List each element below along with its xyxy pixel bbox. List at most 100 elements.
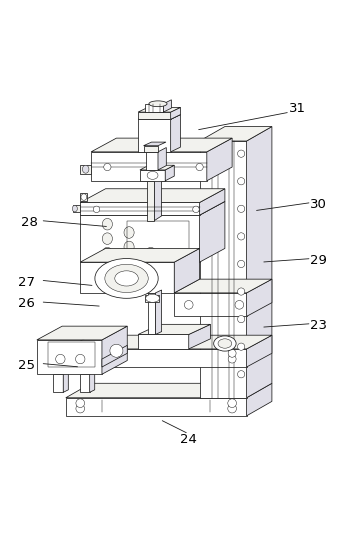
Circle shape [237,260,245,268]
Ellipse shape [102,247,113,259]
Polygon shape [138,335,189,349]
Polygon shape [140,165,174,170]
Ellipse shape [124,227,134,238]
Polygon shape [174,293,246,316]
Circle shape [93,355,101,363]
Ellipse shape [218,339,232,348]
Polygon shape [246,279,272,316]
Text: 23: 23 [310,319,327,332]
Ellipse shape [115,271,138,286]
Polygon shape [200,127,272,141]
Circle shape [104,163,111,171]
Ellipse shape [146,294,159,302]
Polygon shape [63,372,68,393]
Polygon shape [158,147,166,170]
Polygon shape [80,201,225,215]
Ellipse shape [149,101,167,106]
Polygon shape [145,104,163,112]
Polygon shape [246,127,272,397]
Polygon shape [37,326,127,340]
Circle shape [228,404,236,413]
Polygon shape [66,397,246,416]
Text: 24: 24 [180,433,197,446]
Polygon shape [143,142,166,146]
Polygon shape [147,181,154,221]
Polygon shape [200,189,225,215]
Ellipse shape [81,194,87,200]
Circle shape [237,343,245,351]
Polygon shape [146,152,158,170]
Polygon shape [165,165,174,181]
Text: 27: 27 [17,276,34,288]
Polygon shape [80,193,87,201]
Text: 30: 30 [310,198,327,211]
Text: 31: 31 [289,102,306,115]
Polygon shape [246,383,272,416]
Polygon shape [102,326,127,374]
Circle shape [237,233,245,240]
Ellipse shape [124,241,134,253]
Polygon shape [80,189,225,203]
Polygon shape [66,383,272,397]
Polygon shape [90,372,95,393]
Text: 28: 28 [21,216,38,229]
Polygon shape [80,262,174,293]
Polygon shape [80,215,200,262]
Circle shape [56,354,65,364]
Text: 26: 26 [17,297,34,310]
Polygon shape [53,374,63,393]
Polygon shape [200,201,225,262]
Circle shape [110,344,123,357]
Ellipse shape [72,205,77,212]
Polygon shape [246,335,272,367]
Polygon shape [66,335,272,349]
Ellipse shape [95,259,158,298]
Circle shape [237,150,245,157]
Polygon shape [138,324,211,335]
Circle shape [184,300,193,309]
Polygon shape [91,152,207,181]
Circle shape [76,354,85,364]
Polygon shape [200,141,246,397]
Circle shape [76,399,85,407]
Polygon shape [140,170,165,181]
Polygon shape [207,138,232,181]
Ellipse shape [82,165,89,173]
Circle shape [237,205,245,212]
Circle shape [235,300,244,309]
Text: 29: 29 [310,254,327,267]
Polygon shape [148,293,155,335]
Polygon shape [79,374,90,393]
Polygon shape [80,164,91,174]
Polygon shape [138,108,180,112]
Polygon shape [138,112,171,120]
Circle shape [93,206,100,212]
Polygon shape [66,349,246,367]
Circle shape [93,349,101,357]
Polygon shape [145,295,159,302]
Circle shape [76,404,85,413]
Circle shape [237,177,245,185]
Circle shape [228,399,236,407]
Circle shape [228,349,236,357]
Polygon shape [155,290,162,335]
Circle shape [193,206,199,212]
Polygon shape [138,120,171,152]
Ellipse shape [102,233,113,245]
Polygon shape [174,279,272,293]
Polygon shape [37,340,102,374]
Polygon shape [102,345,127,367]
Polygon shape [174,248,200,293]
Polygon shape [143,146,158,152]
Polygon shape [163,100,171,112]
Polygon shape [73,205,80,212]
Text: 25: 25 [17,359,34,372]
Circle shape [196,163,203,171]
Polygon shape [91,138,232,152]
Polygon shape [80,203,200,215]
Ellipse shape [102,218,113,230]
Circle shape [237,371,245,378]
Circle shape [237,288,245,295]
Polygon shape [171,115,180,152]
Ellipse shape [214,336,236,351]
